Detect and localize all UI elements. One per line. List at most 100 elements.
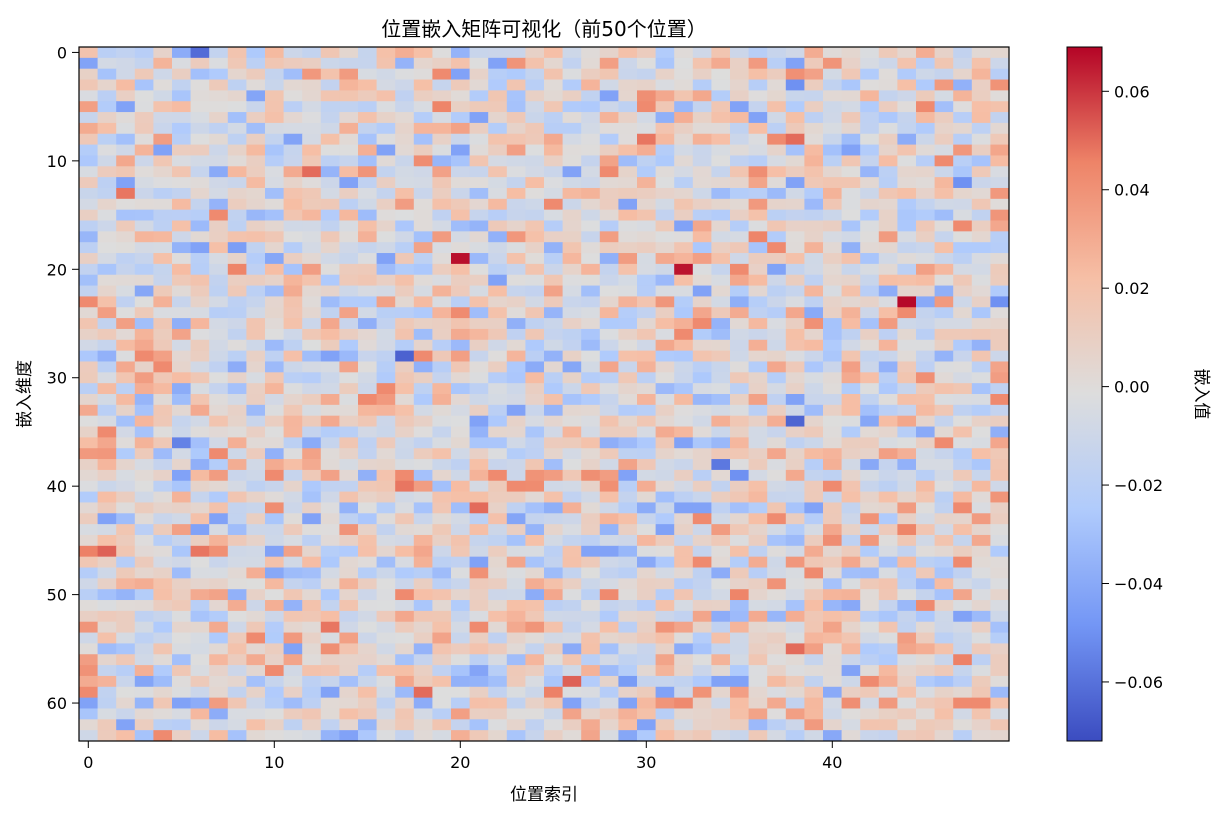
- heatmap-cell: [692, 469, 712, 482]
- heatmap-cell: [525, 545, 545, 558]
- heatmap-cell: [134, 112, 154, 124]
- heatmap-cell: [506, 589, 526, 601]
- heatmap-cell: [97, 404, 117, 417]
- heatmap-cell: [451, 231, 471, 243]
- heatmap-cell: [674, 621, 694, 634]
- heatmap-cell: [339, 242, 359, 254]
- heatmap-cell: [692, 697, 712, 709]
- heatmap-cell: [599, 177, 619, 189]
- heatmap-cell: [506, 459, 526, 471]
- heatmap-cell: [730, 133, 750, 146]
- heatmap-cell: [711, 556, 731, 568]
- heatmap-cell: [358, 632, 378, 644]
- heatmap-cell: [823, 47, 843, 59]
- heatmap-cell: [804, 361, 824, 373]
- heatmap-cell: [469, 253, 489, 265]
- heatmap-cell: [506, 415, 526, 428]
- heatmap-cell: [934, 144, 954, 156]
- heatmap-cell: [953, 643, 973, 655]
- heatmap-cell: [116, 719, 136, 731]
- heatmap-cell: [376, 589, 396, 601]
- heatmap-cell: [246, 166, 266, 178]
- heatmap-cell: [637, 534, 657, 547]
- heatmap-cell: [785, 730, 805, 742]
- heatmap-cell: [767, 524, 787, 536]
- heatmap-cell: [358, 534, 378, 547]
- heatmap-cell: [692, 459, 712, 471]
- heatmap-cell: [153, 415, 173, 428]
- heatmap-cell: [897, 68, 917, 81]
- heatmap-cell: [320, 686, 340, 699]
- heatmap-cell: [376, 545, 396, 558]
- heatmap-cell: [320, 708, 340, 720]
- heatmap-cell: [209, 415, 229, 428]
- heatmap-cell: [79, 686, 99, 699]
- heatmap-cell: [785, 502, 805, 514]
- heatmap-cell: [172, 285, 192, 297]
- heatmap-cell: [376, 253, 396, 265]
- heatmap-cell: [692, 285, 712, 297]
- heatmap-cell: [711, 459, 731, 471]
- heatmap-cell: [432, 600, 452, 612]
- heatmap-cell: [990, 296, 1010, 308]
- heatmap-cell: [767, 263, 787, 276]
- heatmap-cell: [823, 589, 843, 601]
- heatmap-cell: [934, 469, 954, 482]
- heatmap-cell: [655, 719, 675, 731]
- heatmap-cell: [599, 448, 619, 460]
- heatmap-cell: [153, 263, 173, 276]
- heatmap-cell: [748, 155, 768, 167]
- heatmap-cell: [674, 675, 694, 688]
- heatmap-cell: [562, 339, 582, 352]
- heatmap-cell: [413, 122, 433, 135]
- heatmap-cell: [116, 415, 136, 428]
- heatmap-cell: [525, 621, 545, 634]
- heatmap-cell: [618, 675, 638, 688]
- heatmap-cell: [432, 524, 452, 536]
- heatmap-cell: [785, 112, 805, 124]
- heatmap-cell: [376, 318, 396, 330]
- heatmap-cell: [227, 274, 247, 287]
- heatmap-cell: [246, 231, 266, 243]
- heatmap-cell: [97, 90, 117, 102]
- heatmap-cell: [79, 719, 99, 731]
- heatmap-cell: [376, 675, 396, 688]
- heatmap-cell: [748, 112, 768, 124]
- heatmap-cell: [785, 524, 805, 536]
- heatmap-cell: [246, 524, 266, 536]
- heatmap-cell: [823, 155, 843, 167]
- heatmap-cell: [748, 621, 768, 634]
- heatmap-cell: [432, 621, 452, 634]
- heatmap-cell: [79, 307, 99, 319]
- heatmap-cell: [97, 513, 117, 525]
- heatmap-cell: [116, 339, 136, 352]
- heatmap-cell: [97, 187, 117, 200]
- heatmap-cell: [990, 578, 1010, 590]
- heatmap-cell: [283, 610, 303, 623]
- heatmap-cell: [246, 263, 266, 276]
- heatmap-cell: [190, 90, 210, 102]
- heatmap-cell: [265, 480, 285, 493]
- heatmap-cell: [488, 708, 508, 720]
- heatmap-cell: [506, 545, 526, 558]
- heatmap-cell: [544, 155, 564, 167]
- heatmap-cell: [395, 632, 415, 644]
- heatmap-cell: [581, 448, 601, 460]
- heatmap-cell: [116, 263, 136, 276]
- heatmap-cell: [451, 502, 471, 514]
- heatmap-cell: [432, 361, 452, 373]
- heatmap-cell: [506, 383, 526, 395]
- heatmap-cell: [860, 144, 880, 156]
- heatmap-cell: [730, 556, 750, 568]
- heatmap-cell: [674, 177, 694, 189]
- heatmap-cell: [358, 665, 378, 677]
- heatmap-cell: [581, 144, 601, 156]
- heatmap-cell: [79, 274, 99, 287]
- heatmap-cell: [971, 209, 991, 221]
- heatmap-cell: [153, 339, 173, 352]
- heatmap-cell: [692, 350, 712, 362]
- heatmap-cell: [934, 730, 954, 742]
- heatmap-cell: [655, 101, 675, 113]
- heatmap-cell: [320, 567, 340, 579]
- heatmap-cell: [506, 513, 526, 525]
